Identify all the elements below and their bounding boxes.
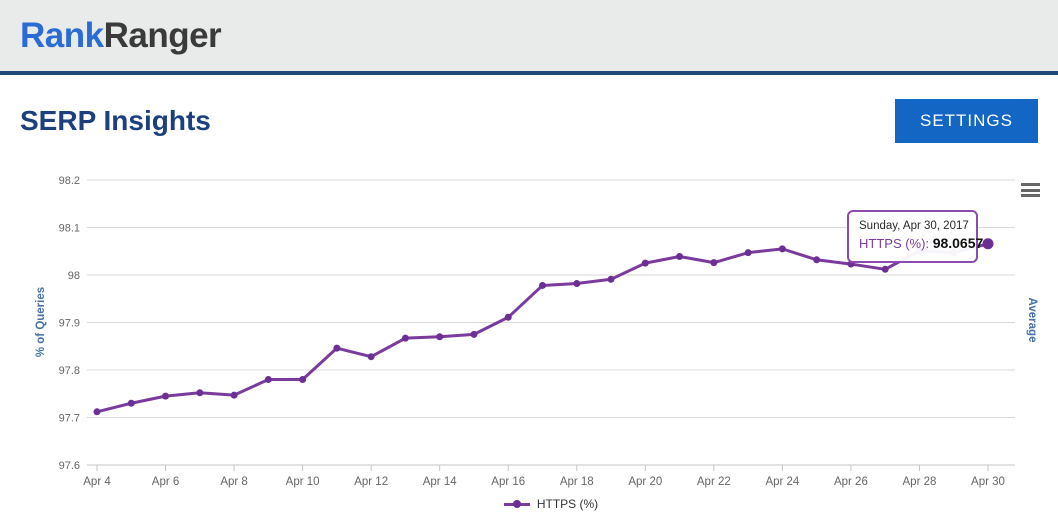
x-axis-tick-label: Apr 18 — [560, 476, 594, 488]
series-point[interactable] — [573, 280, 581, 288]
series-point[interactable] — [881, 265, 889, 273]
legend-series-marker-icon — [503, 500, 530, 508]
series-point[interactable] — [778, 245, 786, 253]
app-header: RankRanger — [0, 0, 1058, 75]
y-axis-title: % of Queries — [35, 287, 47, 357]
right-axis-title: Average — [1026, 298, 1038, 343]
y-axis-tick-label: 97.7 — [59, 413, 80, 425]
series-point[interactable] — [299, 376, 307, 383]
logo-text-ranger: Ranger — [103, 15, 222, 55]
x-axis-tick-label: Apr 14 — [423, 476, 457, 488]
page-title: SERP Insights — [20, 105, 211, 136]
hamburger-bar — [1021, 194, 1040, 197]
chart-svg: 97.6 97.7 97.8 97.9 98 98.1 98.2 Apr 4 Apr 6 Apr … — [35, 175, 1038, 488]
y-axis-tick-label: 98.2 — [59, 175, 80, 187]
tooltip-value: 98.0657 — [932, 235, 984, 251]
series-point[interactable] — [196, 389, 204, 397]
x-axis-tick-label: Apr 12 — [354, 476, 388, 488]
x-axis-tick-label: Apr 28 — [903, 476, 937, 488]
tooltip-series-label: HTTPS (%): — [859, 236, 930, 251]
series-point[interactable] — [504, 313, 512, 321]
y-axis-tick-label: 98.1 — [59, 223, 80, 235]
series-point[interactable] — [744, 249, 752, 257]
series-point[interactable] — [333, 344, 341, 352]
logo-text-rank: Rank — [20, 15, 104, 55]
series-point[interactable] — [607, 275, 615, 283]
series-point[interactable] — [813, 256, 821, 264]
series-point[interactable] — [230, 391, 238, 399]
x-axis-tick-label: Apr 6 — [152, 476, 180, 488]
series-point[interactable] — [641, 259, 649, 267]
series-point[interactable] — [162, 392, 170, 400]
serp-insights-chart: 97.6 97.7 97.8 97.9 98 98.1 98.2 Apr 4 Apr 6 Apr … — [0, 155, 1058, 525]
chart-tooltip: Sunday, Apr 30, 2017 HTTPS (%): 98.0657 — [847, 210, 983, 263]
x-axis-tick-label: Apr 20 — [628, 476, 662, 488]
tooltip-value-row: HTTPS (%): 98.0657 — [859, 234, 983, 253]
series-point[interactable] — [710, 259, 718, 267]
y-axis-tick-label: 97.6 — [59, 460, 80, 472]
chart-legend-item[interactable]: HTTPS (%) — [87, 493, 1015, 515]
series-line-https — [95, 242, 990, 414]
x-axis-tick-label: Apr 26 — [834, 476, 868, 488]
series-point[interactable] — [367, 353, 375, 361]
x-axis-tick-label: Apr 22 — [697, 476, 731, 488]
y-axis-tick-label: 98 — [68, 270, 80, 282]
series-point[interactable] — [470, 330, 478, 338]
series-point-active[interactable] — [982, 238, 994, 250]
x-axis-tick-label: Apr 8 — [220, 476, 248, 488]
hamburger-bar — [1021, 183, 1040, 186]
hamburger-bar — [1021, 188, 1040, 192]
series-point[interactable] — [401, 334, 409, 342]
series-point[interactable] — [93, 408, 101, 416]
x-axis-tick-label: Apr 10 — [286, 476, 320, 488]
tooltip-date: Sunday, Apr 30, 2017 — [859, 220, 969, 232]
x-axis-tick-label: Apr 30 — [971, 476, 1005, 488]
series-point[interactable] — [264, 376, 272, 383]
series-point[interactable] — [676, 252, 684, 260]
series-point[interactable] — [436, 333, 444, 341]
series-point[interactable] — [127, 399, 135, 407]
chart-export-menu-icon[interactable] — [1021, 183, 1041, 200]
series-point[interactable] — [539, 281, 546, 289]
settings-button[interactable]: SETTINGS — [895, 99, 1038, 143]
y-axis-tick-label: 97.8 — [59, 365, 80, 377]
title-row: SERP Insights SETTINGS — [0, 99, 1058, 143]
x-axis-tick-label: Apr 24 — [765, 476, 799, 488]
legend-series-label: HTTPS (%) — [536, 497, 599, 511]
x-axis-tick-label: Apr 16 — [491, 476, 525, 488]
rankranger-logo[interactable]: RankRanger — [20, 15, 222, 56]
x-axis-tick-label: Apr 4 — [83, 476, 111, 488]
y-axis-tick-label: 97.9 — [59, 318, 80, 330]
